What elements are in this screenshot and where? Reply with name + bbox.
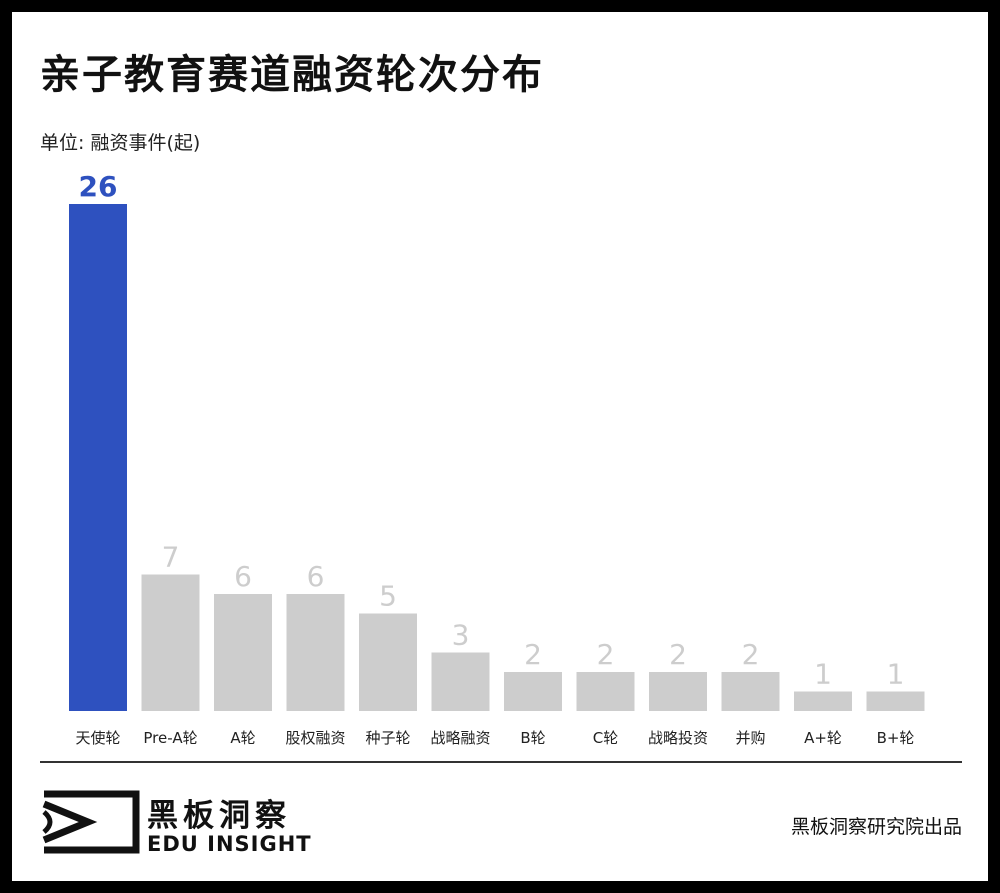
value-label-6: 2 xyxy=(524,638,542,671)
category-label-9: 并购 xyxy=(735,729,765,747)
value-label-2: 6 xyxy=(234,560,252,593)
bar-chart: 26 天使轮 7 Pre-A轮 6 A轮 6 股权融资 5 种子轮 3 战略融资 2 B轮 2 C轮 2 战略投资… xyxy=(69,170,925,747)
footer-divider xyxy=(40,761,962,763)
bar-7 xyxy=(576,672,635,711)
bar-10 xyxy=(794,691,852,711)
brand-name-cn: 黑板洞察 xyxy=(147,798,291,834)
edu-insight-logo-icon xyxy=(42,790,140,854)
bar-5 xyxy=(431,652,490,711)
value-label-5: 3 xyxy=(452,619,470,652)
credit-text: 黑板洞察研究院出品 xyxy=(790,816,962,838)
category-label-11: B+轮 xyxy=(877,729,915,747)
value-label-4: 5 xyxy=(379,580,397,613)
category-label-1: Pre-A轮 xyxy=(143,729,197,747)
value-label-11: 1 xyxy=(887,658,905,691)
bar-9 xyxy=(721,672,780,711)
bar-8 xyxy=(649,672,707,711)
bar-2 xyxy=(214,594,272,711)
value-label-0: 26 xyxy=(79,170,118,203)
category-label-0: 天使轮 xyxy=(75,729,120,747)
category-label-7: C轮 xyxy=(593,729,618,747)
value-label-9: 2 xyxy=(742,638,760,671)
category-label-5: 战略融资 xyxy=(430,729,490,747)
category-label-2: A轮 xyxy=(230,729,255,747)
value-label-1: 7 xyxy=(162,541,180,574)
bar-4 xyxy=(359,613,417,711)
unit-label: 单位: 融资事件(起) xyxy=(40,132,201,154)
category-label-10: A+轮 xyxy=(804,729,842,747)
category-label-6: B轮 xyxy=(520,729,545,747)
bar-0 xyxy=(69,204,127,711)
value-label-3: 6 xyxy=(307,560,325,593)
chart-frame: 亲子教育赛道融资轮次分布 单位: 融资事件(起) 26 天使轮 7 Pre-A轮 6 A轮… xyxy=(12,12,988,881)
bar-1 xyxy=(141,574,200,711)
value-label-7: 2 xyxy=(597,638,615,671)
category-label-8: 战略投资 xyxy=(648,729,708,747)
category-label-3: 股权融资 xyxy=(285,729,345,747)
value-label-10: 1 xyxy=(814,658,832,691)
chart-title: 亲子教育赛道融资轮次分布 xyxy=(40,52,544,98)
category-label-4: 种子轮 xyxy=(365,729,410,747)
brand-name-en: EDU INSIGHT xyxy=(147,832,312,856)
value-label-8: 2 xyxy=(669,638,687,671)
bar-6 xyxy=(504,672,562,711)
bar-3 xyxy=(286,594,345,711)
bar-11 xyxy=(866,691,925,711)
